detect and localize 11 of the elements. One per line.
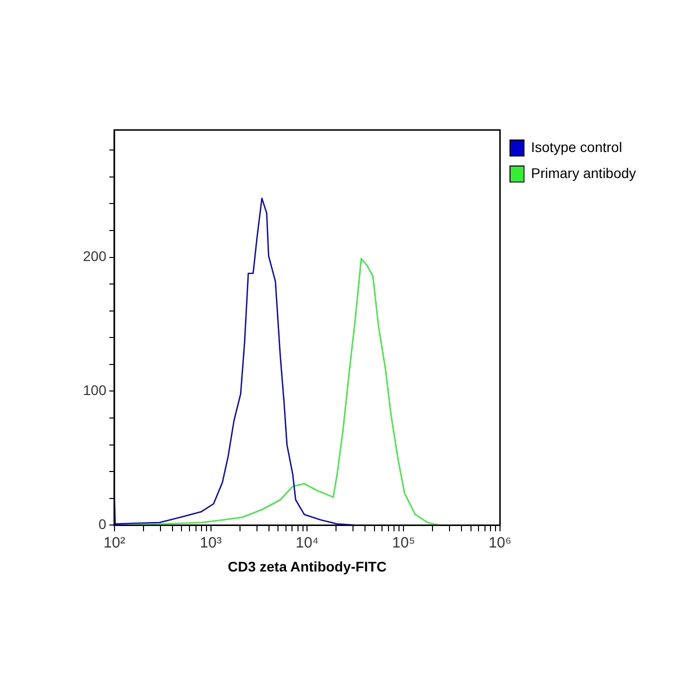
x-tick-label: 10⁶ [488,534,512,552]
legend-label: Primary antibody [531,164,636,181]
x-axis-title: CD3 zeta Antibody-FITC [228,558,387,574]
y-tick-label: 200 [83,248,107,264]
x-tick-label: 10³ [200,534,222,552]
legend-label: Isotype control [531,138,622,155]
y-tick-label: 0 [98,516,107,532]
x-tick-label: 10⁵ [392,534,416,552]
y-tick-label: 100 [83,382,107,398]
x-tick-label: 10² [104,534,126,552]
x-tick-label: 10⁴ [296,534,319,552]
